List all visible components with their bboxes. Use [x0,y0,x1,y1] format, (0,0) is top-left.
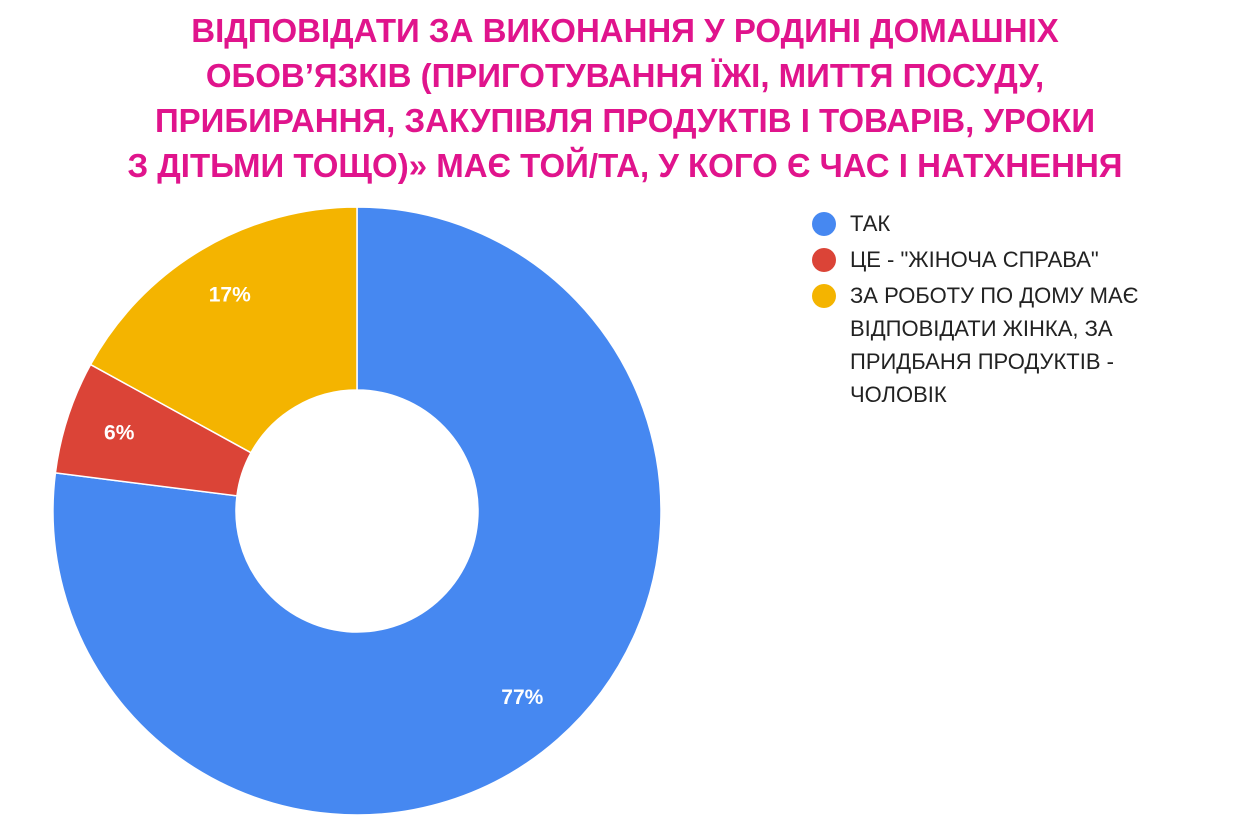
legend-label: ЦЕ - "ЖІНОЧА СПРАВА" [850,247,1099,272]
chart-title-line-4: З ДІТЬМИ ТОЩО)» МАЄ ТОЙ/ТА, У КОГО Є ЧАС… [127,147,1123,184]
slice-label-1: 77% [501,686,543,709]
donut-slice-1 [52,206,662,816]
donut-slice-3 [89,206,358,454]
chart-legend: ТАК ЦЕ - "ЖІНОЧА СПРАВА" ЗА РОБОТУ ПО ДОМУ… [812,210,1232,417]
donut-slices [52,206,662,816]
chart-title-line-3: ПРИБИРАННЯ, ЗАКУПІВЛЯ ПРОДУКТІВ І ТОВАРІ… [154,102,1096,139]
slice-label-2: 6% [104,421,135,444]
legend-label: ЗА РОБОТУ ПО ДОМУ МАЄ ВІДПОВІДАТИ ЖІНКА,… [850,283,1139,407]
legend-item-3: ЗА РОБОТУ ПО ДОМУ МАЄ ВІДПОВІДАТИ ЖІНКА,… [812,282,1232,411]
legend-swatch [812,212,836,236]
legend-label: ТАК [850,211,891,236]
legend-item-2: ЦЕ - "ЖІНОЧА СПРАВА" [812,246,1232,276]
chart-title: ВІДПОВІДАТИ ЗА ВИКОНАННЯ У РОДИНІ ДОМАШН… [0,8,1250,188]
slice-label-3: 17% [209,283,251,306]
chart-title-line-1: ВІДПОВІДАТИ ЗА ВИКОНАННЯ У РОДИНІ ДОМАШН… [191,12,1059,49]
donut-chart: 77% 6% 17% [52,206,662,816]
chart-title-line-2: ОБОВ’ЯЗКІВ (ПРИГОТУВАННЯ ЇЖІ, МИТТЯ ПОСУ… [205,57,1045,94]
legend-swatch [812,284,836,308]
legend-swatch [812,248,836,272]
donut-labels: 77% 6% 17% [104,283,544,709]
legend-item-1: ТАК [812,210,1232,240]
